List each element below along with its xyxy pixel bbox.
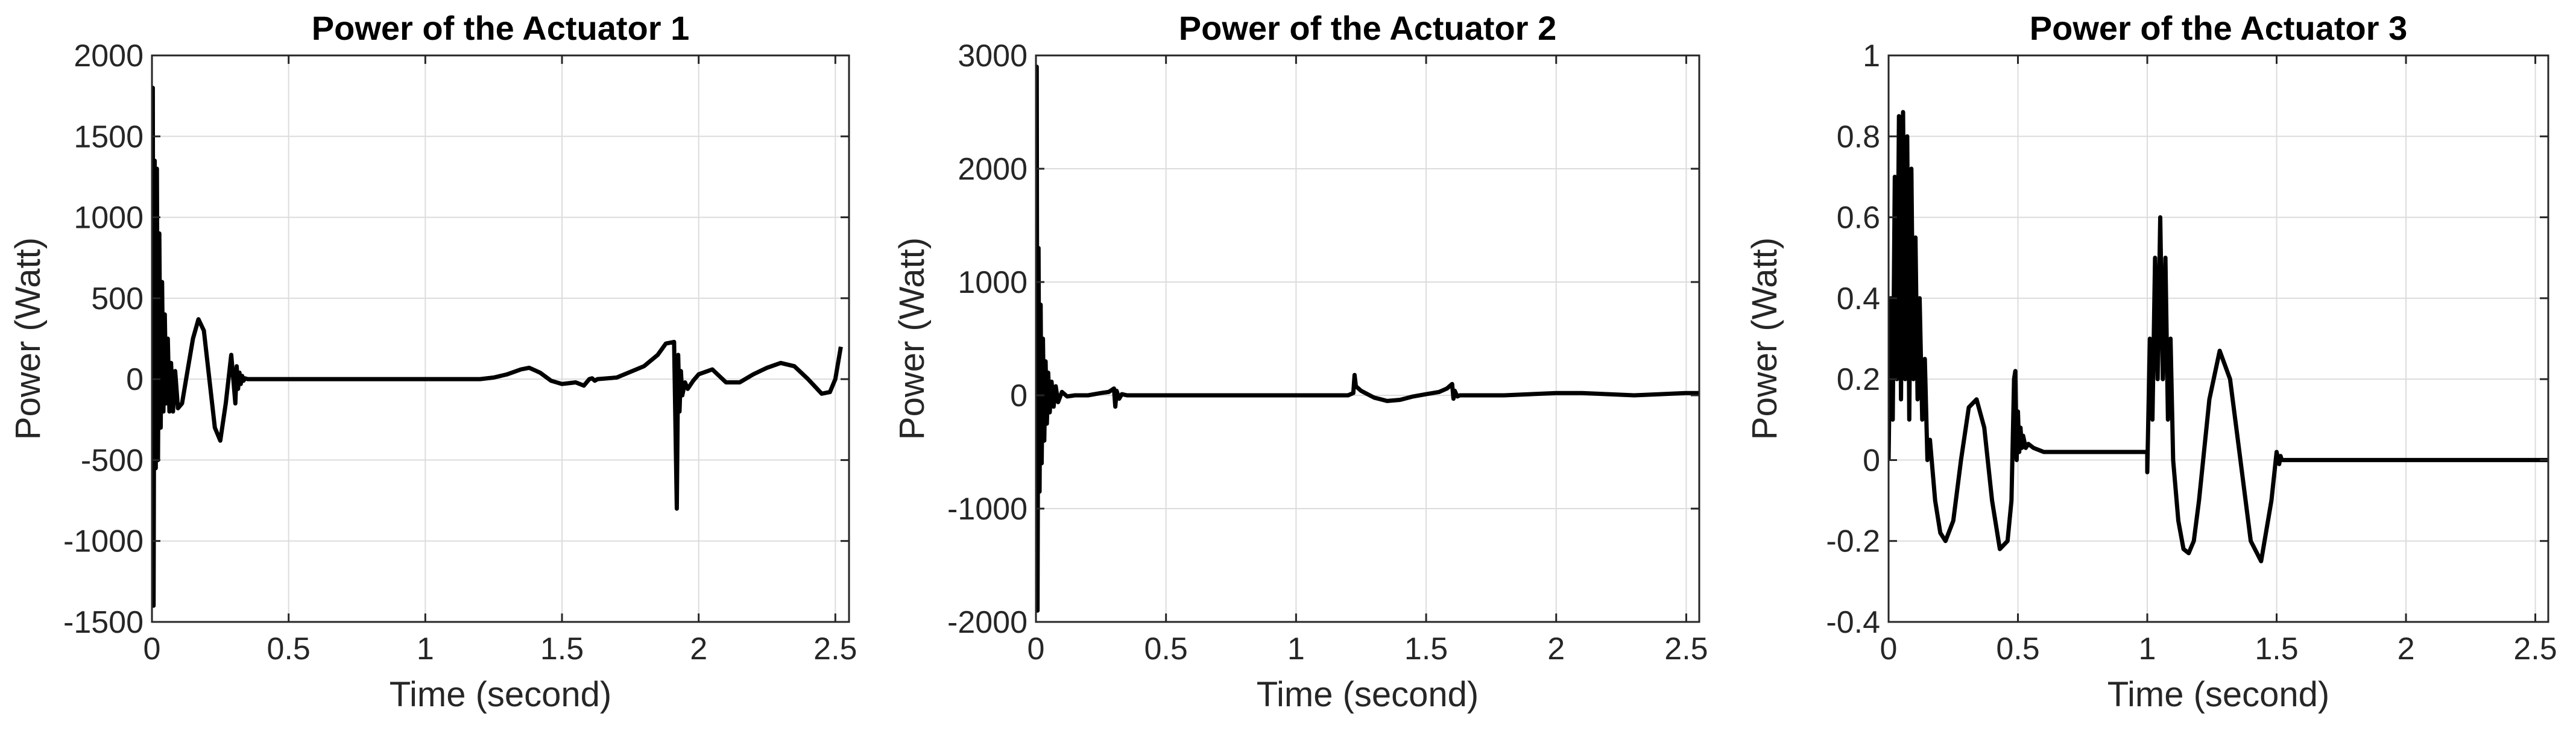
y-tick-label-1-2: -500 (81, 443, 144, 478)
x-tick-label-1-1: 0.5 (267, 632, 311, 667)
y-tick-label-1-5: 1000 (74, 201, 144, 236)
x-tick-label-3-1: 0.5 (1996, 632, 2039, 667)
x-tick-label-1-3: 1.5 (540, 632, 584, 667)
series-line-1-0 (152, 86, 843, 608)
y-tick-label-1-0: -1500 (63, 605, 144, 640)
chart-panel-2: 0 0.5 1 1.5 2 2.5 -2000 -1000 0 1000 2000 3000 Power… (892, 9, 1708, 714)
y-axis-label-3: Power (Watt) (1745, 237, 1784, 440)
x-tick-label-2-4: 2 (1547, 632, 1565, 667)
y-axis-label-1: Power (Watt) (8, 237, 48, 440)
y-tick-label-1-4: 500 (91, 281, 144, 316)
plot-area-1 (152, 55, 849, 622)
x-tick-label-3-3: 1.5 (2255, 632, 2298, 667)
plot-area-3 (1889, 55, 2548, 622)
y-tick-label-1-7: 2000 (74, 39, 144, 74)
y-tick-label-1-6: 1500 (74, 119, 144, 154)
x-tick-label-2-0: 0 (1028, 632, 1045, 667)
y-tick-label-2-3: 1000 (958, 265, 1028, 300)
y-tick-label-2-0: -2000 (947, 605, 1028, 640)
x-tick-label-2-5: 2.5 (1664, 632, 1708, 667)
chart-panel-1: 0 0.5 1 1.5 2 2.5 -1500 -1000 -500 0 500 1000 1500 20… (8, 9, 857, 714)
chart-title-1: Power of the Actuator 1 (312, 9, 689, 47)
x-tick-label-3-0: 0 (1880, 632, 1898, 667)
x-tick-label-3-2: 1 (2139, 632, 2156, 667)
x-tick-label-1-0: 0 (144, 632, 161, 667)
y-tick-label-2-2: 0 (1010, 378, 1028, 413)
chart-panel-3: 0 0.5 1 1.5 2 2.5 -0.4 -0.2 0 0.2 0.4 0.6 0.8 1 Power … (1745, 9, 2557, 714)
y-tick-label-3-4: 0.4 (1837, 281, 1880, 316)
x-tick-label-1-5: 2.5 (813, 632, 857, 667)
x-tick-label-2-3: 1.5 (1404, 632, 1448, 667)
y-tick-label-2-4: 2000 (958, 152, 1028, 187)
y-axis-label-2: Power (Watt) (892, 237, 932, 440)
x-axis-label-3: Time (second) (2107, 675, 2330, 714)
y-tick-label-2-5: 3000 (958, 39, 1028, 74)
y-tick-label-1-1: -1000 (63, 524, 144, 559)
axes-box-1 (151, 54, 850, 623)
x-tick-label-1-4: 2 (690, 632, 707, 667)
x-tick-label-2-2: 1 (1287, 632, 1305, 667)
y-tick-label-2-1: -1000 (947, 492, 1028, 527)
x-axis-label-1: Time (second) (390, 675, 612, 714)
y-tick-label-3-1: -0.2 (1826, 524, 1880, 559)
y-tick-label-3-5: 0.6 (1837, 201, 1880, 236)
y-tick-label-3-6: 0.8 (1837, 119, 1880, 154)
x-axis-label-2: Time (second) (1257, 675, 1479, 714)
axes-box-3 (1887, 54, 2549, 623)
series-line-2-0 (1036, 64, 1699, 613)
x-tick-label-2-1: 0.5 (1144, 632, 1188, 667)
y-tick-label-1-3: 0 (126, 362, 144, 397)
axes-box-2 (1035, 54, 1700, 623)
chart-title-3: Power of the Actuator 3 (2030, 9, 2407, 47)
y-tick-label-3-3: 0.2 (1837, 362, 1880, 397)
x-tick-label-3-5: 2.5 (2513, 632, 2557, 667)
x-tick-label-3-4: 2 (2398, 632, 2415, 667)
chart-title-2: Power of the Actuator 2 (1179, 9, 1556, 47)
x-tick-label-1-2: 1 (417, 632, 434, 667)
y-tick-label-3-0: -0.4 (1826, 605, 1880, 640)
series-line-3-0 (1889, 110, 2548, 563)
y-tick-label-3-7: 1 (1863, 39, 1880, 74)
plot-area-2 (1036, 55, 1699, 622)
y-tick-label-3-2: 0 (1863, 443, 1880, 478)
